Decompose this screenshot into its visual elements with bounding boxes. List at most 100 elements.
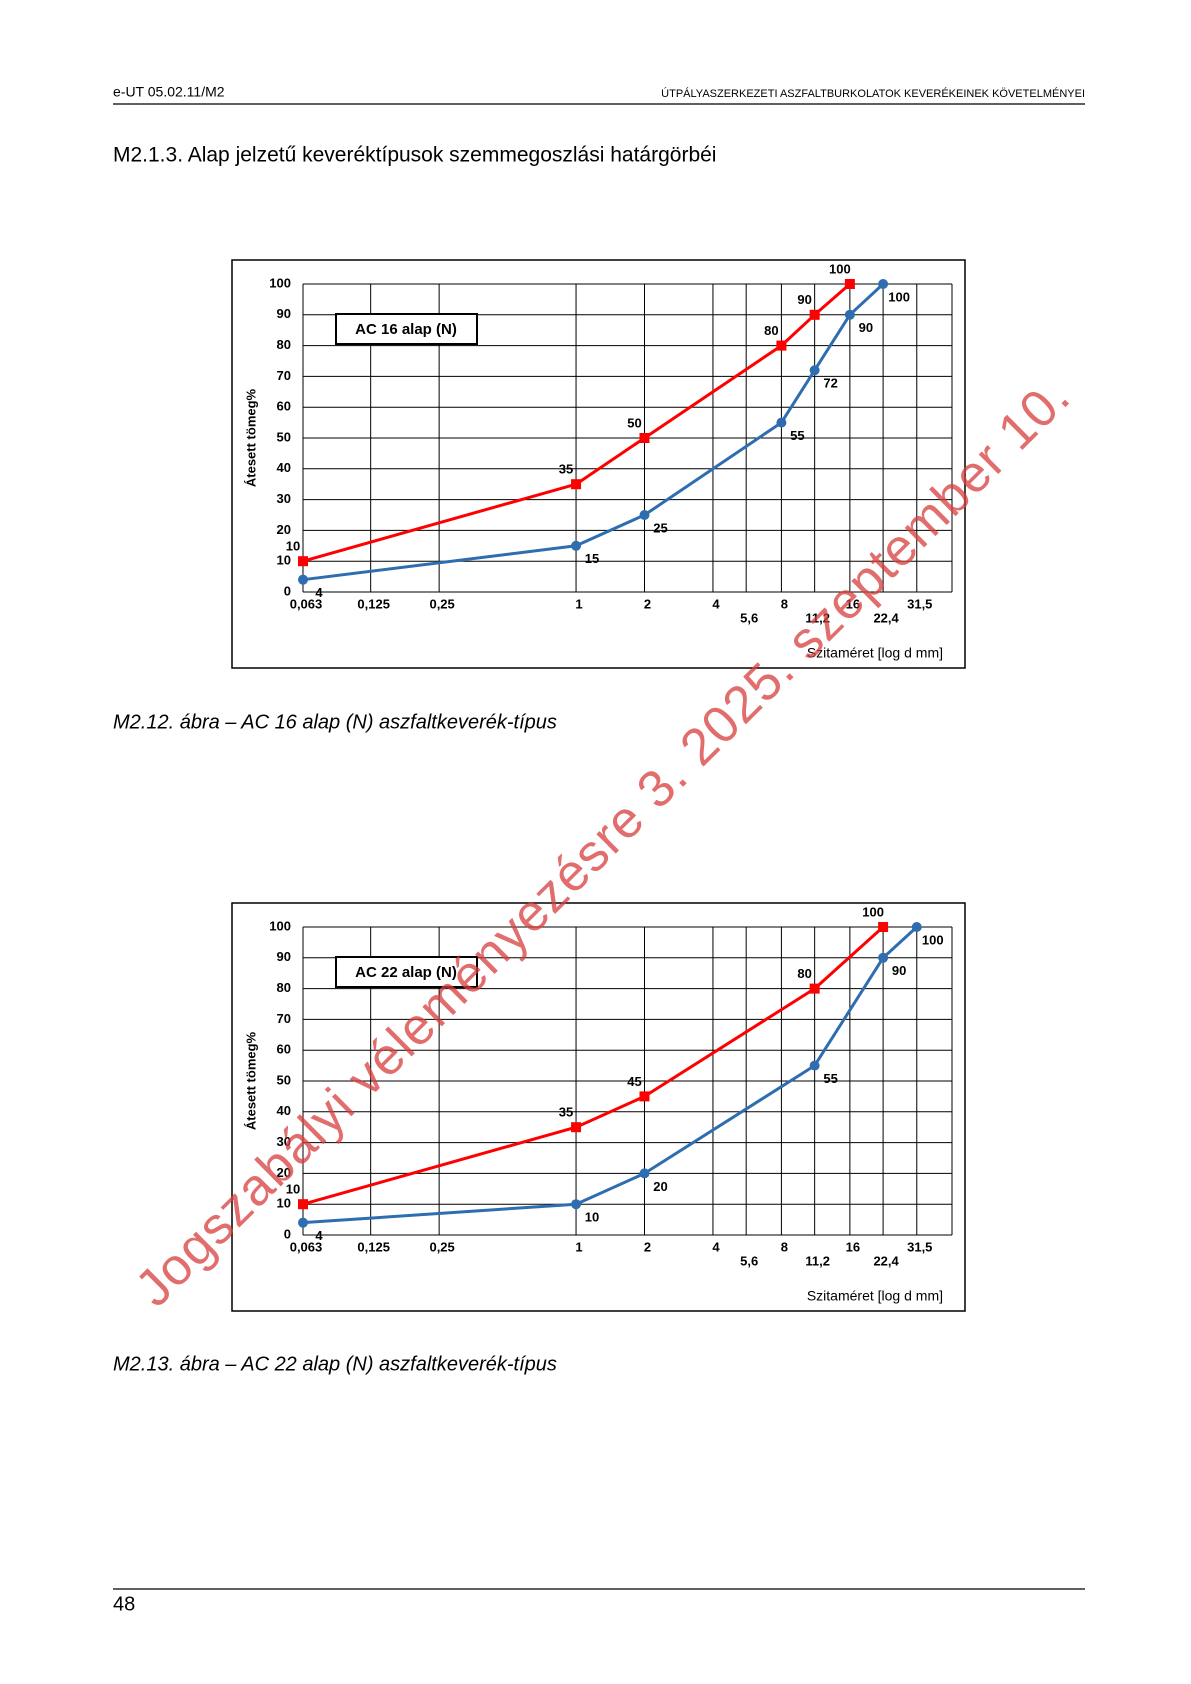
y-axis-label: Átesett tömeg% xyxy=(243,1031,258,1130)
y-tick-label: 10 xyxy=(277,553,291,568)
data-label: 4 xyxy=(315,585,323,600)
data-label: 55 xyxy=(823,1071,837,1086)
data-label: 72 xyxy=(823,376,837,391)
x-tick-label: 16 xyxy=(846,1239,860,1254)
x-tick-label: 5,6 xyxy=(740,1253,758,1268)
x-tick-label: 31,5 xyxy=(907,1239,932,1254)
inset-box xyxy=(335,313,478,345)
data-label: 80 xyxy=(764,323,778,338)
point xyxy=(298,556,308,567)
inset-box xyxy=(335,956,478,988)
x-tick-label: 8 xyxy=(781,596,788,611)
x-tick-label: 11,2 xyxy=(805,610,830,625)
point xyxy=(298,1199,308,1210)
point xyxy=(776,417,787,428)
x-tick-label: 5,6 xyxy=(740,610,758,625)
data-label: 20 xyxy=(653,1179,667,1194)
y-tick-label: 70 xyxy=(277,1011,291,1026)
x-tick-label: 4 xyxy=(712,1239,720,1254)
x-tick-label: 0,063 xyxy=(290,1239,323,1254)
data-label: 10 xyxy=(286,539,300,554)
data-label: 100 xyxy=(862,904,884,919)
data-label: 4 xyxy=(315,1228,323,1243)
data-label: 35 xyxy=(559,1105,573,1120)
data-label: 10 xyxy=(585,1210,599,1225)
point xyxy=(809,309,820,320)
chart-title: AC 22 alap (N) xyxy=(355,964,457,981)
y-tick-label: 80 xyxy=(277,337,291,352)
x-tick-label: 1 xyxy=(575,596,582,611)
x-tick-label: 0,125 xyxy=(357,596,390,611)
point xyxy=(571,1122,582,1133)
y-tick-label: 100 xyxy=(269,275,291,290)
point xyxy=(878,952,889,963)
data-label: 90 xyxy=(797,292,811,307)
y-tick-label: 90 xyxy=(277,949,291,964)
y-tick-label: 50 xyxy=(277,1072,291,1087)
data-label: 35 xyxy=(559,462,573,477)
point xyxy=(639,1091,650,1102)
point xyxy=(878,922,889,932)
point xyxy=(911,922,922,932)
x-tick-label: 8 xyxy=(781,1239,788,1254)
point xyxy=(298,1217,308,1228)
x-tick-label: 31,5 xyxy=(907,596,932,611)
x-tick-label: 0,063 xyxy=(290,596,323,611)
x-tick-label: 0,125 xyxy=(357,1239,390,1254)
point xyxy=(809,365,820,376)
data-label: 25 xyxy=(653,520,667,535)
point xyxy=(878,279,889,289)
point xyxy=(639,433,650,443)
point xyxy=(571,1199,582,1210)
data-label: 45 xyxy=(627,1074,641,1089)
data-label: 10 xyxy=(286,1182,300,1197)
caption: M2.13. ábra – AC 22 alap (N) aszfaltkeve… xyxy=(113,1353,557,1375)
series-line xyxy=(302,282,851,563)
point xyxy=(844,279,855,289)
y-tick-label: 30 xyxy=(277,491,291,506)
y-tick-label: 30 xyxy=(277,1134,291,1149)
y-tick-label: 20 xyxy=(277,522,291,537)
data-label: 80 xyxy=(797,966,811,981)
data-label: 100 xyxy=(922,932,944,947)
point xyxy=(639,1168,650,1179)
y-tick-label: 20 xyxy=(277,1165,291,1180)
y-tick-label: 50 xyxy=(277,429,291,444)
x-tick-label: 0,25 xyxy=(429,596,454,611)
x-axis-label: Szitaméret [log d mm] xyxy=(807,645,943,661)
data-label: 90 xyxy=(859,320,873,335)
point xyxy=(639,510,650,520)
header-left: e-UT 05.02.11/M2 xyxy=(113,84,225,100)
y-tick-label: 40 xyxy=(277,460,291,475)
series-line xyxy=(302,925,918,1225)
point xyxy=(809,983,820,994)
y-tick-label: 90 xyxy=(277,306,291,321)
data-label: 100 xyxy=(888,289,910,304)
x-tick-label: 22,4 xyxy=(873,610,899,625)
page-number: 48 xyxy=(113,1593,135,1615)
y-tick-label: 60 xyxy=(277,1042,291,1057)
y-tick-label: 0 xyxy=(284,1226,291,1241)
x-tick-label: 4 xyxy=(712,596,720,611)
data-label: 55 xyxy=(790,428,804,443)
x-tick-label: 1 xyxy=(575,1239,582,1254)
y-tick-label: 100 xyxy=(269,918,291,933)
header-right: ÚTPÁLYASZERKEZETI ASZFALTBURKOLATOK KEVE… xyxy=(661,87,1085,100)
section-title: M2.1.3. Alap jelzetű keveréktípusok szem… xyxy=(113,144,716,167)
x-tick-label: 2 xyxy=(644,596,651,611)
y-tick-label: 40 xyxy=(277,1103,291,1118)
data-label: 15 xyxy=(585,551,599,566)
data-label: 100 xyxy=(829,261,851,276)
y-tick-label: 0 xyxy=(284,583,291,598)
x-tick-label: 0,25 xyxy=(429,1239,454,1254)
y-tick-label: 70 xyxy=(277,368,291,383)
x-tick-label: 16 xyxy=(846,596,860,611)
point xyxy=(809,1060,820,1071)
point xyxy=(844,309,855,320)
y-tick-label: 80 xyxy=(277,980,291,995)
point xyxy=(298,574,308,585)
x-tick-label: 11,2 xyxy=(805,1253,830,1268)
data-label: 90 xyxy=(892,963,906,978)
